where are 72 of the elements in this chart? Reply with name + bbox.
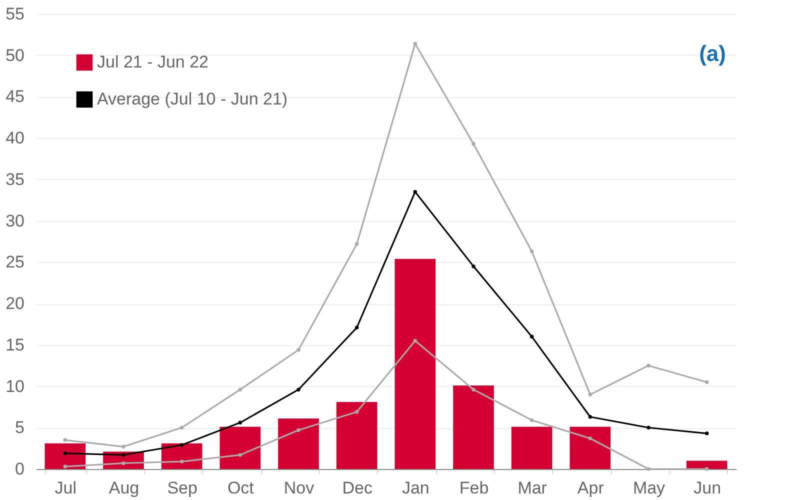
x-tick-label: Jan [402,478,430,498]
point [122,444,126,449]
point [704,380,709,384]
point [122,453,126,457]
x-tick-label: Jun [694,478,722,498]
bar [220,426,261,469]
point [296,428,300,432]
point [296,388,300,392]
bar [686,460,728,469]
point [646,364,650,368]
x-tick-label: Apr [577,478,604,498]
y-tick-label: 30 [6,211,24,230]
x-tick-label: Dec [342,478,373,498]
bar [570,426,611,469]
bar [453,385,494,469]
point [472,388,476,392]
y-tick-label: 50 [6,46,24,65]
bar [278,418,319,469]
point [530,250,534,254]
x-tick-label: Feb [459,478,489,498]
point [180,460,184,464]
point [530,334,534,339]
legend-label: Jul 21 - Jun 22 [97,52,209,72]
y-tick-label: 35 [6,170,24,189]
point [354,410,359,414]
x-tick-label: May [632,478,666,498]
x-tick-label: Oct [227,478,254,498]
point [646,467,650,471]
point [530,418,534,422]
point [238,388,242,392]
point [588,392,592,396]
annotation: (a) [699,41,726,66]
point [63,438,68,442]
x-tick-label: Sep [167,478,198,498]
x-tick-label: Jul [54,478,77,498]
bar [394,258,436,469]
point [122,461,126,466]
point [63,464,68,468]
point [588,415,592,419]
y-tick-label: 55 [6,4,24,24]
y-tick-label: 25 [6,252,24,272]
point [238,453,242,457]
x-tick-label: Nov [284,478,315,498]
point [472,142,476,146]
x-tick-label: Aug [108,478,140,498]
x-tick-label: Mar [518,478,548,498]
point [588,436,592,440]
point [180,443,184,447]
point [413,190,418,194]
point [413,338,418,343]
point [704,432,709,436]
y-tick-label: 40 [6,128,24,148]
point [646,426,650,430]
bar [44,443,86,469]
y-tick-label: 20 [6,294,24,314]
y-tick-label: 10 [6,376,24,396]
point [704,467,709,471]
y-tick-label: 0 [15,460,24,478]
legend-label: Average (Jul 10 - Jun 21) [97,90,288,108]
y-tick-label: 45 [6,87,24,106]
point [238,420,242,425]
point [63,451,68,456]
y-tick-label: 15 [6,335,24,354]
bar [511,426,552,469]
point [296,348,300,352]
y-tick-label: 5 [15,418,24,438]
point [354,242,359,246]
point [180,426,184,430]
bar [336,402,378,469]
point [413,42,418,46]
point [472,264,476,268]
point [354,326,359,330]
